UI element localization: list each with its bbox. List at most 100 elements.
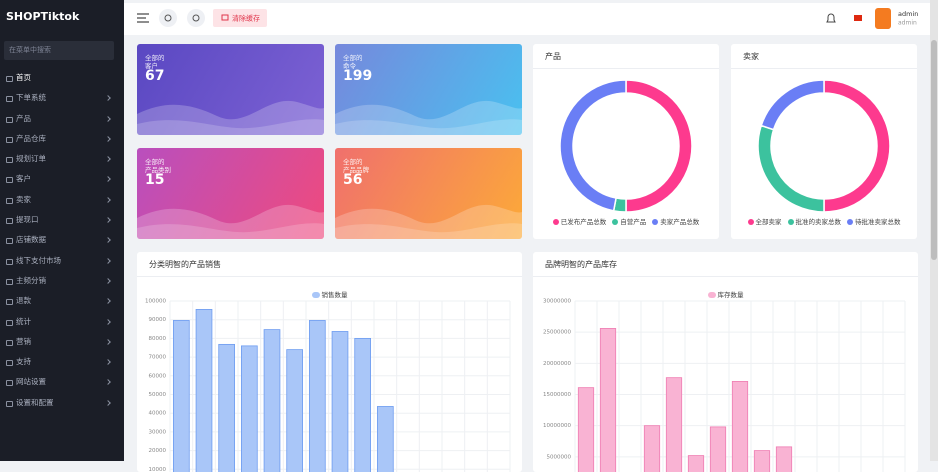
menu-item[interactable]: 统计 [0,312,124,332]
page: SHOPTiktok 在菜单中搜索 首页 下单系统 产品 产品仓库 规划订单 客户 卖家 提现… [0,0,938,461]
stat-label: 全部的 [343,54,363,62]
y-tick-label: 40000 [149,411,167,417]
sidebar: SHOPTiktok 在菜单中搜索 首页 下单系统 产品 产品仓库 规划订单 客户 卖家 提现… [0,0,124,461]
legend-item[interactable]: 销售数量 [311,289,348,299]
user-role: admin [898,20,917,27]
legend-swatch [552,219,559,225]
donut-segment [757,124,825,213]
y-tick-label: 70000 [149,355,167,361]
y-tick-label: 15000000 [543,392,571,398]
menu-item[interactable]: 首页 [0,68,124,88]
menu-item[interactable]: 店铺数据 [0,230,124,250]
avatar[interactable] [875,8,891,29]
stat-sublabel: 产品品牌 [343,166,369,174]
card-divider [533,276,918,277]
legend-item: 已发布产品总数 [552,216,606,226]
menu: 首页 下单系统 产品 产品仓库 规划订单 客户 卖家 提现口 店铺数据 线下支付市场 主频分销 退款统… [0,68,124,413]
wave [335,100,522,135]
legend-label: 待批准卖家总数 [855,218,901,226]
clear-cache-label[interactable]: 清除缓存 [232,14,260,23]
legend: 全部卖家 批准的卖家总数 待批准卖家总数 [731,216,917,226]
stat-wave [335,204,522,239]
bar [354,338,372,472]
menu-item[interactable]: 客户 [0,169,124,189]
menu-item[interactable]: 下单系统 [0,88,124,108]
stat-sublabel: 客户 [145,62,158,70]
y-tick-label: 90000 [149,317,167,323]
globe-button[interactable] [159,9,177,27]
bar [687,455,705,472]
legend-label: 全部卖家 [755,218,782,226]
menu-item[interactable]: 提现口 [0,210,124,230]
cache-icon [221,14,229,21]
card-divider [533,68,719,69]
legend: 销售数量 [137,289,522,299]
stat-card: 全部的 命令 199 [335,44,522,135]
stat-value: 56 [343,172,363,188]
menu-item[interactable]: 网站设置 [0,372,124,392]
y-tick-label: 30000000 [543,299,571,305]
y-tick-label: 5000000 [547,454,572,460]
chart-card: 分类明智的产品销售0100002000030000400005000060000… [137,252,522,472]
settings-button[interactable] [187,9,205,27]
chart-title: 卖家 [743,52,759,61]
scroll-thumb[interactable] [931,40,937,260]
menu-item[interactable]: 设置和配置 [0,393,124,413]
chart-card: 产品 已发布产品总数 自营产品 卖家产品总数 [533,44,719,239]
y-tick-label: 25000000 [543,330,571,336]
menu-item[interactable]: 退款 [0,291,124,311]
legend-swatch [707,292,716,298]
menu-item[interactable]: 卖家 [0,190,124,210]
bar [173,320,190,472]
bar [195,309,213,472]
wave [335,223,522,239]
y-tick-label: 80000 [149,336,167,342]
menu-item[interactable]: 营销 [0,332,124,352]
logo[interactable]: SHOPTiktok [6,10,80,23]
stat-label: 全部的 [145,158,165,166]
y-tick-label: 10000 [149,467,167,472]
bar-chart: 0100002000030000400005000060000700008000… [145,299,511,472]
menu-item[interactable]: 产品 [0,109,124,129]
stat-sublabel: 产品类别 [145,166,171,174]
bar [577,387,595,472]
notification-bell[interactable] [826,13,836,23]
header-icons: 清除缓存 admin admin [137,8,918,29]
legend-item: 批准的卖家总数 [787,216,841,226]
wave [137,100,324,135]
bar [731,381,749,472]
menu-search[interactable]: 在菜单中搜索 [4,41,114,60]
y-tick-label: 20000000 [543,361,571,367]
donut-segment [823,79,891,213]
wave [137,204,324,239]
bar [308,320,326,472]
wave [335,204,522,239]
scrollbar[interactable] [930,0,938,461]
legend-label: 销售数量 [321,291,348,299]
stat-value: 199 [343,68,373,84]
menu-item[interactable]: 规划订单 [0,149,124,169]
menu-item[interactable]: 支持 [0,352,124,372]
menu-toggle[interactable] [137,13,149,23]
y-tick-label: 60000 [149,373,167,379]
bar [665,377,683,472]
y-tick-label: 30000 [149,429,167,435]
chart-title: 产品 [545,52,561,61]
stat-wave [335,100,522,135]
menu-item[interactable]: 主频分销 [0,271,124,291]
menu-item[interactable]: 产品仓库 [0,129,124,149]
bar [775,446,793,472]
donut-segment [760,79,825,131]
chart-card: 卖家全部卖家 批准的卖家总数 待批准卖家总数 [731,44,917,239]
user-name[interactable]: admin [898,10,918,18]
legend-swatch [652,219,659,225]
language-flag[interactable] [854,15,862,21]
clear-cache-button[interactable] [213,9,267,27]
wave [335,119,522,135]
globe-icon [164,14,172,22]
legend-swatch [747,219,754,225]
legend-swatch [787,219,794,225]
menu-item[interactable]: 线下支付市场 [0,251,124,271]
legend-item: 卖家产品总数 [652,216,699,226]
legend-item[interactable]: 库存数量 [707,289,744,299]
